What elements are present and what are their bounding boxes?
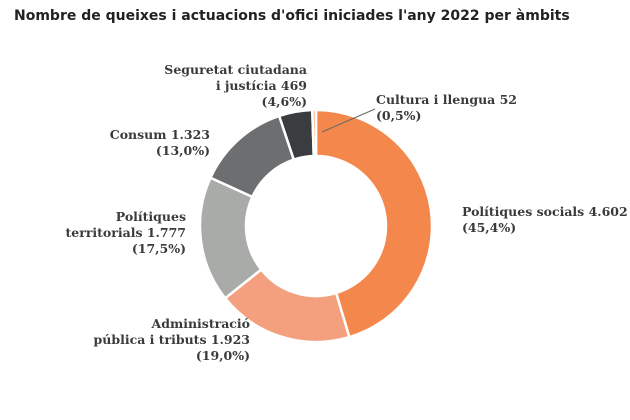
slice-label-1: Administració pública i tributs 1.923 (19,… — [94, 316, 250, 363]
slice-label-line: Administració — [151, 316, 250, 331]
slice-label-line: (45,4%) — [462, 220, 516, 235]
leader-line-cultura — [321, 108, 376, 133]
slice-label-line: (4,6%) — [262, 94, 307, 109]
slice-label-line: i justícia 469 — [216, 78, 307, 93]
slice-label-line: pública i tributs 1.923 — [94, 332, 250, 347]
slice-label-line: territorials 1.777 — [66, 225, 186, 240]
slice-label-line: (0,5%) — [376, 108, 421, 123]
slice-label-line: Polítiques socials 4.602 — [462, 204, 628, 219]
slice-label-line: (13,0%) — [156, 143, 210, 158]
slice-label-line: Polítiques — [116, 209, 186, 224]
slice-label-line: Cultura i llengua 52 — [376, 92, 517, 107]
slice-5 — [310, 108, 318, 158]
slice-3 — [208, 114, 296, 199]
slice-label-3: Consum 1.323 (13,0%) — [110, 127, 210, 158]
slice-label-2: Polítiques territorials 1.777 (17,5%) — [66, 209, 186, 256]
slice-label-line: Seguretat ciutadana — [164, 62, 307, 77]
chart-title: Nombre de queixes i actuacions d'ofici i… — [14, 8, 570, 24]
slice-label-5: Cultura i llengua 52 (0,5%) — [376, 92, 517, 123]
slice-label-line: (17,5%) — [132, 241, 186, 256]
slice-label-line: (19,0%) — [196, 348, 250, 363]
slice-label-0: Polítiques socials 4.602 (45,4%) — [462, 204, 628, 235]
slice-0 — [314, 108, 434, 339]
slice-label-line: Consum 1.323 — [110, 127, 210, 142]
labels-group: Polítiques socials 4.602 (45,4%) Administr… — [66, 62, 628, 363]
slice-label-4: Seguretat ciutadana i justícia 469 (4,6%) — [164, 62, 307, 109]
slices-group — [198, 108, 434, 344]
